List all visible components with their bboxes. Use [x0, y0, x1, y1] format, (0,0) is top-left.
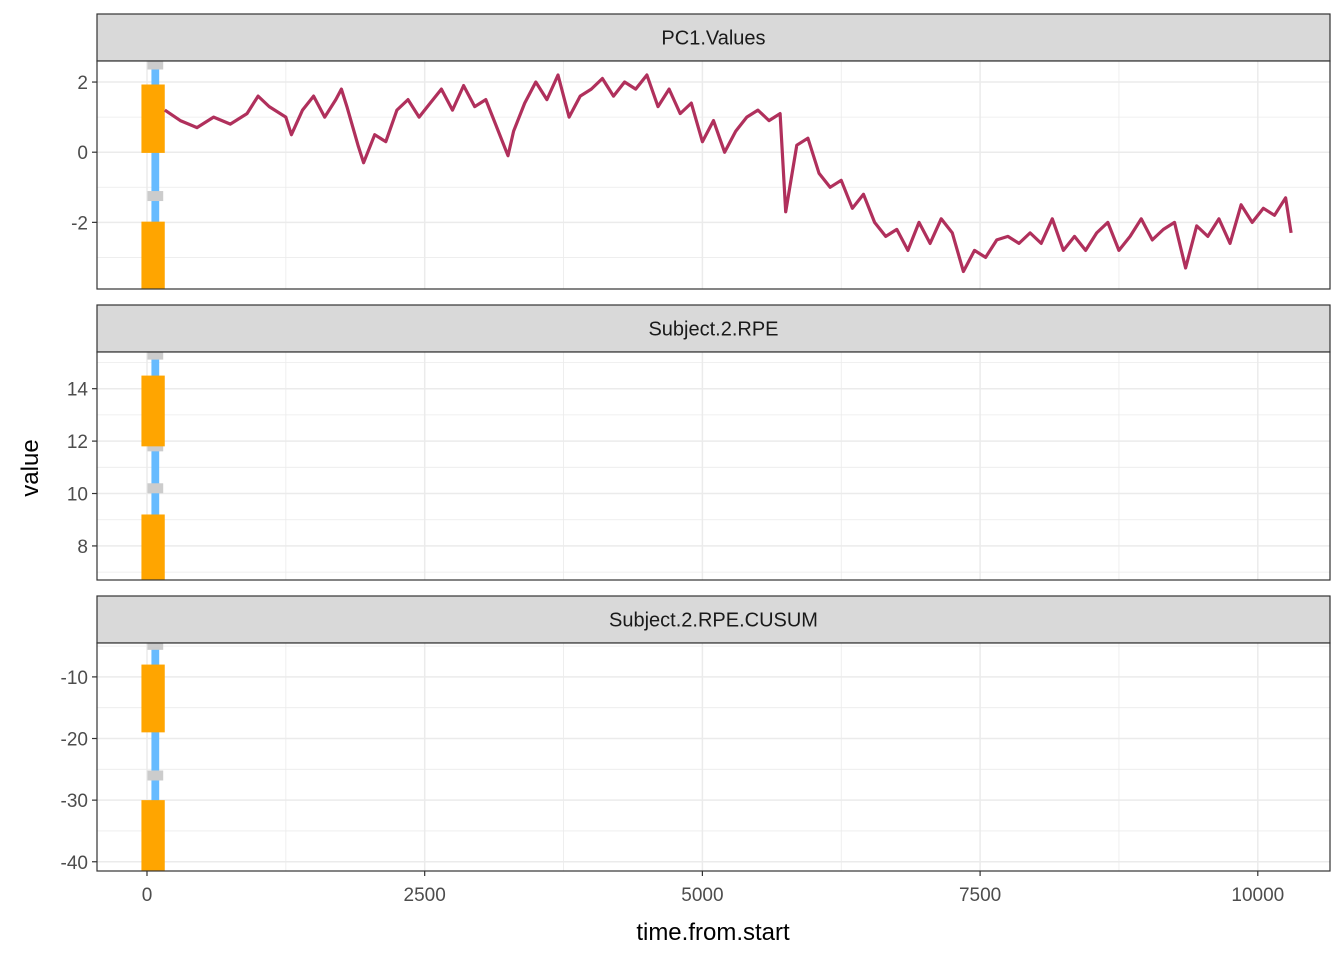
gray-marker	[147, 483, 164, 494]
plot-area	[97, 61, 1330, 289]
gray-marker	[147, 191, 164, 202]
facet-panel-1: PC1.Values -2 0 2	[71, 13, 1331, 290]
x-tick-label: 2500	[404, 885, 446, 906]
gray-marker	[147, 643, 164, 650]
plot-background	[97, 643, 1330, 871]
gray-marker	[147, 61, 164, 70]
y-tick-label: 14	[67, 380, 89, 401]
y-tick-label: 2	[77, 73, 88, 94]
series-line	[163, 73, 1293, 274]
x-tick-label: 7500	[959, 885, 1001, 906]
y-tick-label: 12	[67, 432, 88, 453]
panel-border	[96, 351, 1331, 581]
y-axis-title: value	[17, 439, 44, 496]
facet-panel-2: Subject.2.RPE 8 10 12 14	[67, 304, 1331, 581]
gray-marker	[147, 770, 164, 781]
gray-marker	[147, 352, 164, 360]
panel-border	[96, 642, 1331, 872]
highlight-orange-bar	[141, 84, 165, 153]
highlight-orange-bar	[141, 800, 165, 871]
highlight-blue-band	[151, 643, 160, 871]
plot-background	[97, 352, 1330, 580]
highlight-orange-bar	[141, 514, 165, 580]
plot-area	[97, 643, 1330, 871]
x-tick-label: 0	[142, 885, 153, 906]
facet-strip-label: Subject.2.RPE.CUSUM	[609, 610, 818, 632]
y-tick-label: -40	[61, 853, 88, 874]
plot-background	[97, 61, 1330, 289]
x-axis-title: time.from.start	[636, 919, 790, 946]
highlight-orange-bar	[141, 664, 165, 733]
x-tick-label: 5000	[681, 885, 723, 906]
highlight-orange-bar	[141, 375, 165, 447]
y-tick-label: -30	[61, 791, 88, 812]
y-tick-label: -20	[61, 730, 88, 751]
highlight-blue-band	[151, 61, 160, 289]
facet-strip	[96, 304, 1331, 353]
y-tick-label: 10	[67, 485, 88, 506]
highlight-orange-bar	[141, 221, 165, 289]
y-tick-label: 8	[77, 537, 88, 558]
facet-strip-label: Subject.2.RPE	[648, 319, 778, 341]
x-tick-label: 10000	[1231, 885, 1284, 906]
y-tick-label: -2	[71, 213, 88, 234]
y-tick-label: -10	[61, 668, 88, 689]
y-tick-label: 0	[77, 143, 88, 164]
facet-panel-3: Subject.2.RPE.CUSUM -40 -30 -20 -10	[61, 595, 1331, 874]
highlight-blue-band	[151, 352, 160, 580]
facet-strip-label: PC1.Values	[661, 28, 765, 50]
panel-border	[96, 60, 1331, 290]
plot-area	[97, 352, 1330, 580]
facet-strip	[96, 13, 1331, 62]
facet-strip	[96, 595, 1331, 644]
